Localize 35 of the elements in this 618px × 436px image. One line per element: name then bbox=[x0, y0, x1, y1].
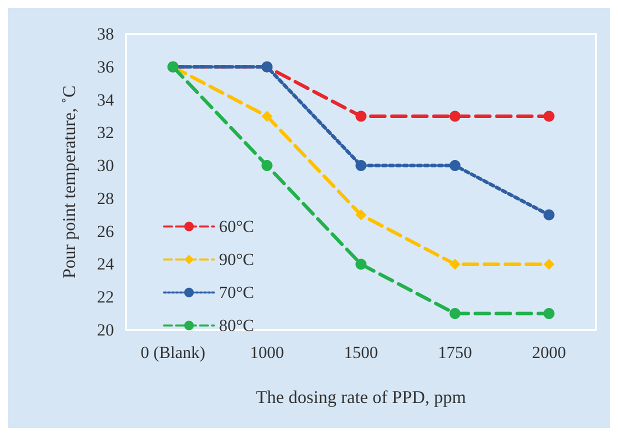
point bbox=[262, 160, 272, 172]
y-tick-label: 38 bbox=[97, 24, 114, 44]
y-tick-label: 26 bbox=[97, 222, 114, 241]
x-tick-label: 1000 bbox=[250, 343, 284, 362]
point bbox=[544, 258, 554, 270]
y-tick-label: 20 bbox=[97, 320, 114, 340]
legend-label: 60°C bbox=[219, 217, 254, 236]
legend-label: 80°C bbox=[219, 316, 254, 335]
legend-label: 90°C bbox=[219, 250, 254, 269]
point bbox=[450, 110, 460, 122]
point bbox=[356, 209, 366, 220]
point bbox=[450, 308, 460, 320]
y-tick-label: 22 bbox=[97, 288, 114, 307]
point bbox=[262, 110, 272, 122]
y-axis-title: Pour point temperature, ˚C bbox=[59, 86, 79, 278]
point bbox=[450, 160, 460, 172]
point bbox=[544, 110, 554, 122]
y-tick-label: 24 bbox=[97, 254, 114, 274]
x-tick-label: 2000 bbox=[532, 343, 566, 362]
y-tick-label: 32 bbox=[97, 123, 114, 142]
point bbox=[544, 308, 554, 320]
y-tick-label: 30 bbox=[97, 156, 114, 176]
legend-label: 70°C bbox=[219, 283, 254, 302]
x-tick-label: 0 (Blank) bbox=[140, 343, 206, 362]
point bbox=[356, 160, 366, 172]
point bbox=[356, 110, 366, 122]
x-axis-title: The dosing rate of PPD, ppm bbox=[256, 387, 466, 407]
x-tick-label: 1750 bbox=[438, 343, 472, 362]
point bbox=[544, 209, 554, 220]
y-tick-label: 28 bbox=[97, 188, 114, 208]
x-tick-label: 1500 bbox=[344, 343, 378, 362]
point bbox=[356, 258, 366, 270]
point bbox=[450, 258, 460, 270]
y-tick-label: 34 bbox=[97, 90, 114, 110]
y-tick-label: 36 bbox=[97, 57, 114, 76]
